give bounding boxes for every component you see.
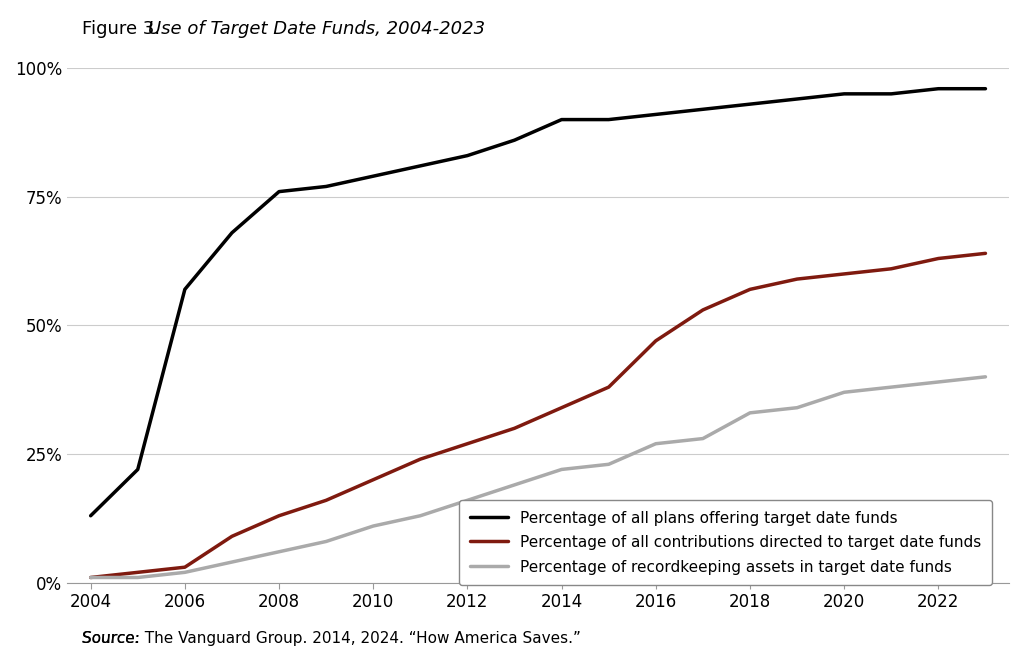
Percentage of recordkeeping assets in target date funds xyxy=(602,461,614,469)
Text: Source: The Vanguard Group. 2014, 2024. “How America Saves.”: Source: The Vanguard Group. 2014, 2024. … xyxy=(82,631,581,646)
Percentage of recordkeeping assets in target date funds xyxy=(979,373,991,381)
Percentage of recordkeeping assets in target date funds xyxy=(743,409,756,416)
Line: Percentage of all contributions directed to target date funds: Percentage of all contributions directed… xyxy=(91,253,985,577)
Percentage of all plans offering target date funds xyxy=(602,115,614,123)
Percentage of all plans offering target date funds xyxy=(932,85,944,93)
Percentage of all plans offering target date funds xyxy=(696,105,709,113)
Percentage of recordkeeping assets in target date funds xyxy=(838,388,850,396)
Text: Use of Target Date Funds, 2004-2023: Use of Target Date Funds, 2004-2023 xyxy=(148,20,485,38)
Percentage of all plans offering target date funds xyxy=(649,111,662,119)
Percentage of all contributions directed to target date funds xyxy=(932,254,944,262)
Percentage of all contributions directed to target date funds xyxy=(461,440,473,447)
Percentage of all plans offering target date funds xyxy=(85,512,97,520)
Percentage of recordkeeping assets in target date funds xyxy=(885,383,897,391)
Percentage of all plans offering target date funds xyxy=(885,90,897,98)
Percentage of all contributions directed to target date funds xyxy=(414,455,426,463)
Percentage of recordkeeping assets in target date funds xyxy=(179,569,191,577)
Percentage of recordkeeping assets in target date funds xyxy=(932,378,944,386)
Percentage of all contributions directed to target date funds xyxy=(885,265,897,273)
Percentage of all contributions directed to target date funds xyxy=(85,573,97,581)
Percentage of all contributions directed to target date funds xyxy=(979,249,991,257)
Percentage of all contributions directed to target date funds xyxy=(367,476,379,484)
Percentage of all contributions directed to target date funds xyxy=(602,383,614,391)
Percentage of all contributions directed to target date funds xyxy=(319,496,332,504)
Percentage of all contributions directed to target date funds xyxy=(791,275,803,283)
Percentage of all plans offering target date funds xyxy=(555,115,567,123)
Percentage of recordkeeping assets in target date funds xyxy=(367,522,379,530)
Percentage of recordkeeping assets in target date funds xyxy=(649,440,662,447)
Percentage of all contributions directed to target date funds xyxy=(696,306,709,314)
Percentage of recordkeeping assets in target date funds xyxy=(132,573,144,581)
Percentage of recordkeeping assets in target date funds xyxy=(85,573,97,581)
Percentage of all contributions directed to target date funds xyxy=(226,532,239,540)
Line: Percentage of all plans offering target date funds: Percentage of all plans offering target … xyxy=(91,89,985,516)
Percentage of all plans offering target date funds xyxy=(838,90,850,98)
Percentage of all plans offering target date funds xyxy=(319,183,332,190)
Percentage of all plans offering target date funds xyxy=(272,188,285,196)
Percentage of all plans offering target date funds xyxy=(461,152,473,159)
Percentage of recordkeeping assets in target date funds xyxy=(791,404,803,412)
Percentage of all plans offering target date funds xyxy=(367,172,379,180)
Percentage of recordkeeping assets in target date funds xyxy=(414,512,426,520)
Percentage of recordkeeping assets in target date funds xyxy=(461,496,473,504)
Percentage of recordkeeping assets in target date funds xyxy=(696,435,709,443)
Percentage of all contributions directed to target date funds xyxy=(179,563,191,571)
Percentage of recordkeeping assets in target date funds xyxy=(226,558,239,566)
Percentage of all contributions directed to target date funds xyxy=(555,404,567,412)
Percentage of all contributions directed to target date funds xyxy=(743,285,756,293)
Percentage of all contributions directed to target date funds xyxy=(649,337,662,345)
Percentage of all plans offering target date funds xyxy=(979,85,991,93)
Text: Figure 3.: Figure 3. xyxy=(82,20,166,38)
Percentage of all plans offering target date funds xyxy=(179,285,191,293)
Text: Source:: Source: xyxy=(82,631,144,646)
Percentage of all plans offering target date funds xyxy=(414,162,426,170)
Percentage of all plans offering target date funds xyxy=(132,465,144,473)
Legend: Percentage of all plans offering target date funds, Percentage of all contributi: Percentage of all plans offering target … xyxy=(459,500,992,585)
Line: Percentage of recordkeeping assets in target date funds: Percentage of recordkeeping assets in ta… xyxy=(91,377,985,577)
Percentage of recordkeeping assets in target date funds xyxy=(272,548,285,556)
Percentage of all plans offering target date funds xyxy=(226,229,239,237)
Percentage of recordkeeping assets in target date funds xyxy=(508,481,520,489)
Percentage of recordkeeping assets in target date funds xyxy=(319,538,332,546)
Percentage of recordkeeping assets in target date funds xyxy=(555,465,567,473)
Percentage of all contributions directed to target date funds xyxy=(132,569,144,577)
Percentage of all plans offering target date funds xyxy=(508,136,520,144)
Percentage of all plans offering target date funds xyxy=(791,95,803,103)
Percentage of all contributions directed to target date funds xyxy=(272,512,285,520)
Percentage of all contributions directed to target date funds xyxy=(508,424,520,432)
Percentage of all contributions directed to target date funds xyxy=(838,270,850,278)
Percentage of all plans offering target date funds xyxy=(743,100,756,108)
